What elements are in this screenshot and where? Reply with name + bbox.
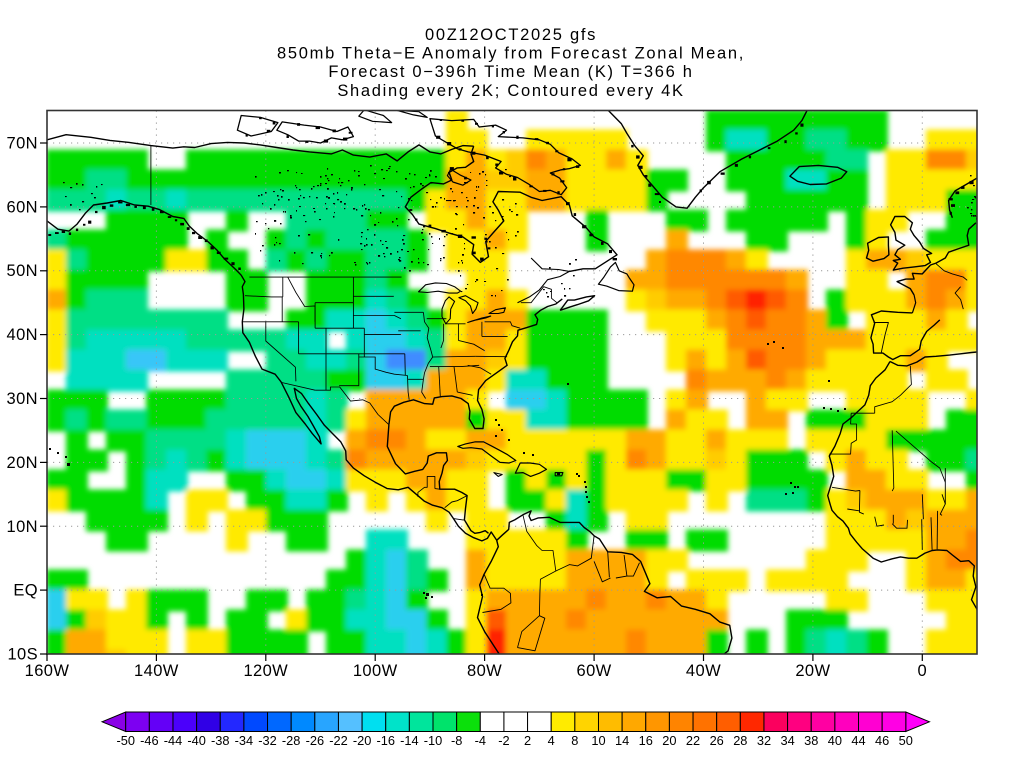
svg-text:20: 20 <box>662 733 676 748</box>
svg-text:140W: 140W <box>134 662 179 680</box>
svg-text:70N: 70N <box>7 135 38 153</box>
svg-text:-38: -38 <box>211 733 230 748</box>
svg-text:10S: 10S <box>7 646 38 664</box>
svg-text:-20: -20 <box>353 733 372 748</box>
svg-text:-22: -22 <box>329 733 348 748</box>
svg-text:-28: -28 <box>282 733 301 748</box>
svg-text:120W: 120W <box>243 662 288 680</box>
svg-text:10: 10 <box>591 733 605 748</box>
svg-text:EQ: EQ <box>13 582 38 600</box>
svg-text:34: 34 <box>780 733 794 748</box>
svg-text:28: 28 <box>733 733 747 748</box>
svg-text:100W: 100W <box>353 662 398 680</box>
svg-text:16: 16 <box>639 733 653 748</box>
svg-text:-8: -8 <box>451 733 462 748</box>
svg-text:40N: 40N <box>7 326 38 344</box>
svg-text:-10: -10 <box>424 733 443 748</box>
svg-text:80W: 80W <box>467 662 502 680</box>
svg-text:30N: 30N <box>7 390 38 408</box>
svg-text:20W: 20W <box>795 662 830 680</box>
svg-text:-46: -46 <box>140 733 159 748</box>
svg-text:-34: -34 <box>235 733 254 748</box>
svg-text:-50: -50 <box>116 733 135 748</box>
svg-text:-40: -40 <box>187 733 206 748</box>
svg-text:60N: 60N <box>7 198 38 216</box>
svg-text:32: 32 <box>757 733 771 748</box>
svg-text:50: 50 <box>899 733 913 748</box>
svg-text:-26: -26 <box>306 733 325 748</box>
svg-text:38: 38 <box>804 733 818 748</box>
svg-text:00Z12OCT2025 gfs: 00Z12OCT2025 gfs <box>425 26 597 44</box>
svg-text:160W: 160W <box>25 662 70 680</box>
svg-text:60W: 60W <box>577 662 612 680</box>
svg-text:46: 46 <box>875 733 889 748</box>
svg-text:10N: 10N <box>7 518 38 536</box>
svg-text:4: 4 <box>548 733 555 748</box>
svg-text:-32: -32 <box>258 733 277 748</box>
svg-text:2: 2 <box>524 733 531 748</box>
svg-text:50N: 50N <box>7 262 38 280</box>
svg-text:Forecast 0−396h Time Mean (K): Forecast 0−396h Time Mean (K) T=366 h <box>328 63 693 81</box>
svg-text:40W: 40W <box>686 662 721 680</box>
svg-text:-16: -16 <box>376 733 395 748</box>
svg-text:14: 14 <box>615 733 629 748</box>
svg-text:850mb Theta−E Anomaly from For: 850mb Theta−E Anomaly from Forecast Zona… <box>277 45 745 63</box>
svg-text:26: 26 <box>710 733 724 748</box>
svg-text:-14: -14 <box>400 733 419 748</box>
svg-text:Shading every 2K; Contoured ev: Shading every 2K; Contoured every 4K <box>337 82 684 100</box>
svg-text:20N: 20N <box>7 454 38 472</box>
svg-text:8: 8 <box>571 733 578 748</box>
svg-text:44: 44 <box>851 733 865 748</box>
svg-text:40: 40 <box>828 733 842 748</box>
svg-text:22: 22 <box>686 733 700 748</box>
svg-text:-2: -2 <box>498 733 509 748</box>
svg-text:0: 0 <box>918 662 928 680</box>
svg-text:-44: -44 <box>164 733 183 748</box>
svg-text:-4: -4 <box>475 733 486 748</box>
